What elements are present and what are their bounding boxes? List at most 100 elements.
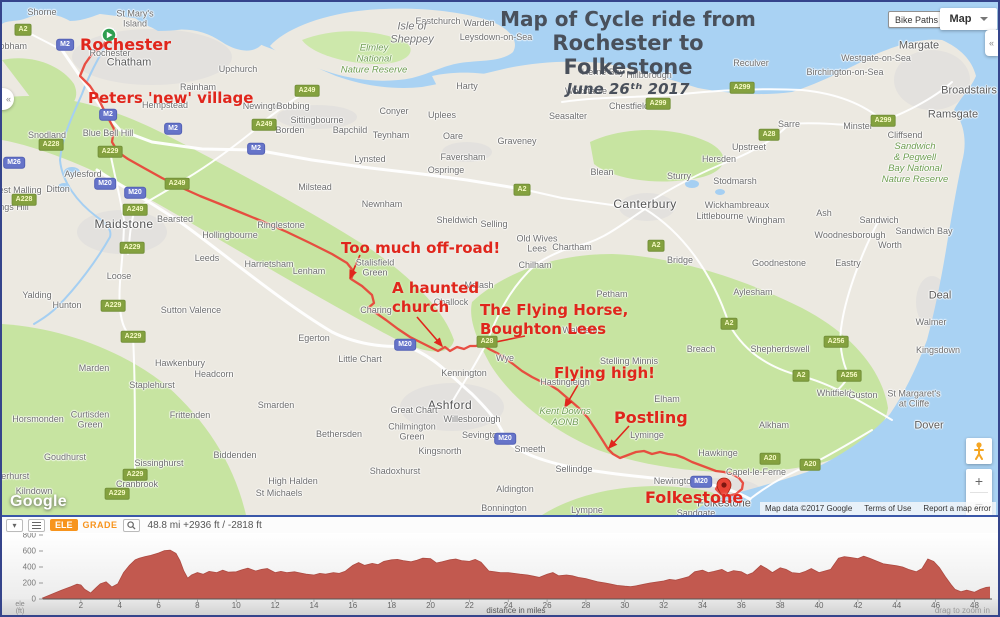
x-tick-label: 22: [465, 601, 474, 610]
road-badge: M2: [164, 122, 182, 136]
menu-icon: [32, 521, 41, 529]
zoom-in-button[interactable]: +: [974, 473, 984, 489]
road-badge: M2: [99, 108, 117, 122]
map-type-dropdown[interactable]: Map: [940, 8, 997, 30]
road-badge: A256: [823, 335, 849, 349]
x-tick-label: 20: [426, 601, 435, 610]
x-tick-label: 10: [232, 601, 241, 610]
sea-shape: [2, 2, 998, 515]
elmley-green-shape: [302, 31, 411, 64]
map-canvas[interactable]: ShorneCobhamSt Mary'sIslandRochesterChat…: [2, 2, 998, 515]
x-tick-label: 4: [117, 601, 122, 610]
route-annotation: A haunted: [392, 279, 480, 297]
bike-paths-button[interactable]: Bike Paths: [888, 11, 946, 28]
x-tick-label: 36: [737, 601, 746, 610]
tab-ele[interactable]: ELE: [50, 519, 78, 531]
road-badge: A20: [759, 452, 781, 466]
report-error-link[interactable]: Report a map error: [923, 504, 991, 513]
pegman-icon: [974, 442, 984, 460]
road-badge: A229: [104, 487, 130, 501]
x-tick-label: 2: [79, 601, 84, 610]
route-annotation: Postling: [614, 408, 688, 427]
road-badge: A229: [119, 241, 145, 255]
green-areas: [2, 58, 888, 515]
road-badge: A28: [476, 335, 498, 349]
x-axis-label: distance in miles: [486, 606, 545, 615]
start-marker[interactable]: [101, 27, 117, 43]
y-tick-label: 200: [23, 579, 37, 588]
road-badge: M2: [56, 38, 74, 52]
y-tick-label: 400: [23, 563, 37, 572]
route-annotation: Boughton Lees: [480, 320, 607, 338]
y-axis-label: ele: [15, 601, 24, 608]
route-annotation: Peters 'new' village: [88, 89, 254, 107]
road-badge: A229: [120, 330, 146, 344]
road-badge: M2: [247, 142, 265, 156]
collapse-panel-left-button[interactable]: «: [2, 88, 14, 110]
end-marker[interactable]: [716, 477, 732, 501]
harty-shape: [432, 72, 512, 92]
y-tick-label: 600: [23, 547, 37, 556]
x-tick-label: 6: [156, 601, 161, 610]
map-title-date: June 26ᵗʰ 2017: [566, 80, 690, 98]
ride-stats: 48.8 mi +2936 ft / -2818 ft: [147, 519, 262, 531]
road-badge: A249: [251, 118, 277, 132]
x-tick-label: 42: [853, 601, 862, 610]
zoom-elevation-button[interactable]: [122, 518, 140, 532]
road-badge: A249: [164, 177, 190, 191]
route-annotation: Rochester: [80, 35, 171, 54]
map-title-line2: Rochester to Folkestone: [552, 31, 704, 79]
x-tick-label: 8: [195, 601, 200, 610]
road-badge: M26: [3, 156, 25, 170]
google-logo: Google: [10, 493, 67, 510]
road-badge: A299: [645, 97, 671, 111]
x-tick-label: 14: [310, 601, 319, 610]
map-data-copyright: Map data ©2017 Google: [764, 504, 853, 513]
terms-of-use-link[interactable]: Terms of Use: [864, 504, 912, 513]
road-badge: A249: [294, 84, 320, 98]
x-tick-label: 46: [931, 601, 940, 610]
rivers: [33, 29, 115, 325]
road-badge: M20: [394, 338, 416, 352]
road-badge: A256: [836, 369, 862, 383]
road-badge: A299: [729, 81, 755, 95]
road-badge: A2: [14, 23, 32, 37]
map-attribution: Map data ©2017 Google Terms of Use Repor…: [759, 502, 996, 515]
route-annotation: Folkestone: [645, 488, 744, 507]
route-annotation: The Flying Horse,: [480, 301, 629, 319]
estuary-shape: [122, 2, 262, 51]
annotation-arrow: [607, 425, 630, 450]
elevation-panel: ▾ ELE GRADE 48.8 mi +2936 ft / -2818 ft: [2, 515, 998, 615]
road-badge: A28: [758, 128, 780, 142]
x-tick-label: 44: [892, 601, 901, 610]
search-icon: [126, 520, 136, 530]
route-annotation: church: [392, 298, 450, 316]
x-tick-label: 38: [776, 601, 785, 610]
x-tick-label: 12: [271, 601, 280, 610]
x-tick-label: 16: [348, 601, 357, 610]
road-badge: A229: [97, 145, 123, 159]
map-type-label: Map: [949, 13, 972, 25]
tab-grade[interactable]: GRADE: [82, 520, 118, 530]
road-badge: A299: [870, 114, 896, 128]
road-badge: A228: [38, 138, 64, 152]
annotation-arrow: [416, 316, 444, 348]
street-view-pegman-button[interactable]: [966, 438, 992, 464]
y-tick-label: 800: [23, 533, 37, 540]
road-badge: A249: [122, 203, 148, 217]
road-badge: M20: [690, 475, 712, 489]
road-badge: A228: [11, 193, 37, 207]
collapse-panel-right-button[interactable]: «: [985, 30, 998, 56]
x-tick-label: 32: [659, 601, 668, 610]
elevation-menu-button[interactable]: [28, 518, 45, 532]
x-tick-label: 28: [581, 601, 590, 610]
road-badge: M20: [494, 432, 516, 446]
road-badge: M20: [94, 177, 116, 191]
annotation-arrow: [349, 254, 361, 280]
road-badge: A2: [792, 369, 810, 383]
collapse-elevation-button[interactable]: ▾: [6, 518, 23, 532]
lakes: [58, 167, 725, 195]
